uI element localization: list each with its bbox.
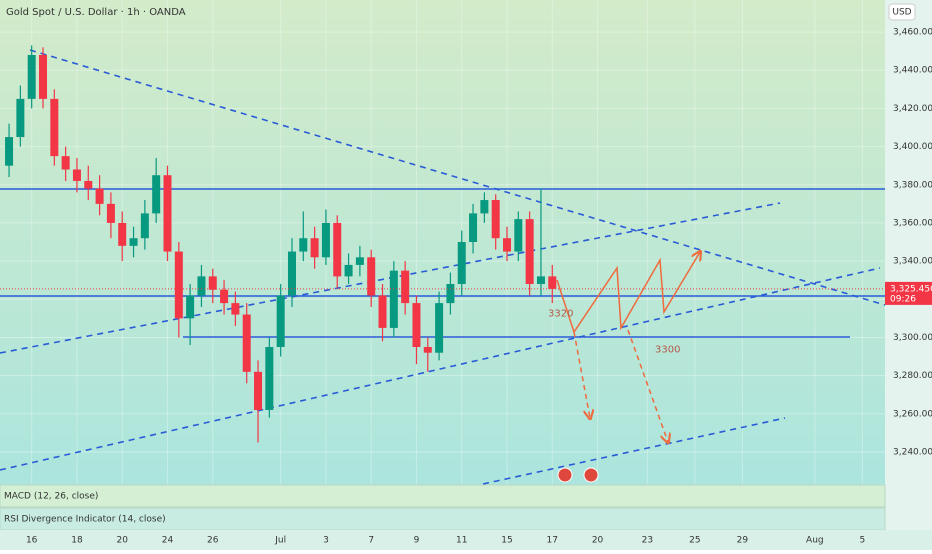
price-axis — [885, 0, 932, 530]
x-tick-label: 15 — [501, 536, 512, 546]
x-tick-label: 29 — [737, 536, 749, 546]
candle-body — [61, 156, 70, 170]
event-icons[interactable] — [557, 467, 599, 483]
x-tick-label: 16 — [26, 536, 38, 546]
y-tick-label: 3,280.000 — [893, 371, 932, 381]
y-tick-label: 3,360.000 — [893, 218, 932, 228]
candle-body — [389, 270, 398, 328]
candle-body — [287, 251, 296, 296]
x-tick-label: Jul — [274, 536, 286, 546]
x-tick-label: 20 — [592, 536, 604, 546]
chart-title: Gold Spot / U.S. Dollar · 1h · OANDA — [6, 7, 186, 18]
x-tick-label: 5 — [859, 536, 865, 546]
candle-body — [163, 175, 172, 252]
candle-body — [186, 295, 195, 319]
x-tick-label: 18 — [71, 536, 83, 546]
candle-body — [491, 200, 500, 239]
candle-body — [355, 257, 364, 265]
candle-body — [310, 238, 319, 258]
candle-body — [276, 295, 285, 348]
candle-body — [299, 238, 308, 252]
y-tick-label: 3,420.000 — [893, 104, 932, 114]
candle-body — [72, 169, 81, 181]
y-tick-label: 3,380.000 — [893, 180, 932, 190]
x-tick-label: 9 — [414, 536, 420, 546]
candle-body — [525, 219, 534, 285]
x-tick-label: 24 — [162, 536, 174, 546]
x-tick-label: 23 — [642, 536, 653, 546]
candle-body — [367, 257, 376, 296]
candle-body — [480, 200, 489, 214]
candle-body — [152, 175, 161, 214]
candle-body — [27, 54, 36, 99]
candle-body — [231, 303, 240, 315]
indicator-label: RSI Divergence Indicator (14, close) — [4, 515, 166, 525]
candle-body — [84, 180, 93, 189]
candle-body — [129, 238, 138, 246]
candle-body — [39, 54, 48, 99]
candle-body — [514, 219, 523, 252]
candle-body — [95, 188, 104, 204]
x-tick-label: 3 — [323, 536, 329, 546]
countdown: 09:26 — [890, 294, 916, 304]
x-tick-label: 25 — [689, 536, 700, 546]
candle-body — [333, 222, 342, 277]
candle-body — [423, 347, 432, 353]
macd-panel — [0, 484, 886, 508]
candle-body — [242, 314, 251, 372]
candle-body — [174, 251, 183, 319]
x-tick-label: 7 — [368, 536, 374, 546]
candle-body — [446, 284, 455, 304]
candle-body — [435, 303, 444, 353]
x-tick-label: 11 — [456, 536, 467, 546]
y-tick-label: 3,460.000 — [893, 28, 932, 38]
y-tick-label: 3,340.000 — [893, 257, 932, 267]
candle-body — [401, 270, 410, 304]
currency: USD — [892, 8, 911, 18]
x-tick-label: 17 — [547, 536, 558, 546]
candle-body — [140, 213, 149, 239]
y-tick-label: 3,440.000 — [893, 66, 932, 76]
candle-body — [254, 371, 263, 410]
candle-body — [106, 203, 115, 223]
candle-body — [457, 242, 466, 285]
candle-body — [16, 98, 25, 138]
x-tick-label: 20 — [116, 536, 128, 546]
candle-body — [548, 276, 557, 289]
candle-body — [265, 347, 274, 410]
last-price-tag — [885, 281, 932, 305]
candle-body — [344, 264, 353, 277]
currency-button[interactable] — [888, 3, 916, 21]
candle-body — [321, 222, 330, 258]
y-tick-label: 3,300.000 — [893, 333, 932, 343]
candle-body — [378, 295, 387, 328]
candle-body — [50, 98, 59, 157]
candle-body — [469, 213, 478, 243]
level-label: 3300 — [655, 344, 680, 355]
candle-body — [208, 276, 217, 290]
indicator-label: MACD (12, 26, close) — [4, 492, 98, 502]
candle-body — [118, 222, 127, 246]
candle-body — [5, 137, 14, 166]
x-tick-label: Aug — [806, 536, 824, 546]
x-tick-label: 26 — [207, 536, 219, 546]
y-tick-label: 3,240.000 — [893, 447, 932, 457]
level-label: 3320 — [548, 308, 573, 319]
candle-body — [412, 303, 421, 348]
time-axis — [0, 530, 932, 550]
last-price-label: 3,325.450 — [890, 284, 932, 294]
candle-body — [197, 276, 206, 296]
candle-body — [503, 238, 512, 252]
y-tick-label: 3,400.000 — [893, 142, 932, 152]
y-tick-label: 3,260.000 — [893, 409, 932, 419]
candle-body — [536, 276, 545, 285]
candle-body — [220, 289, 229, 304]
